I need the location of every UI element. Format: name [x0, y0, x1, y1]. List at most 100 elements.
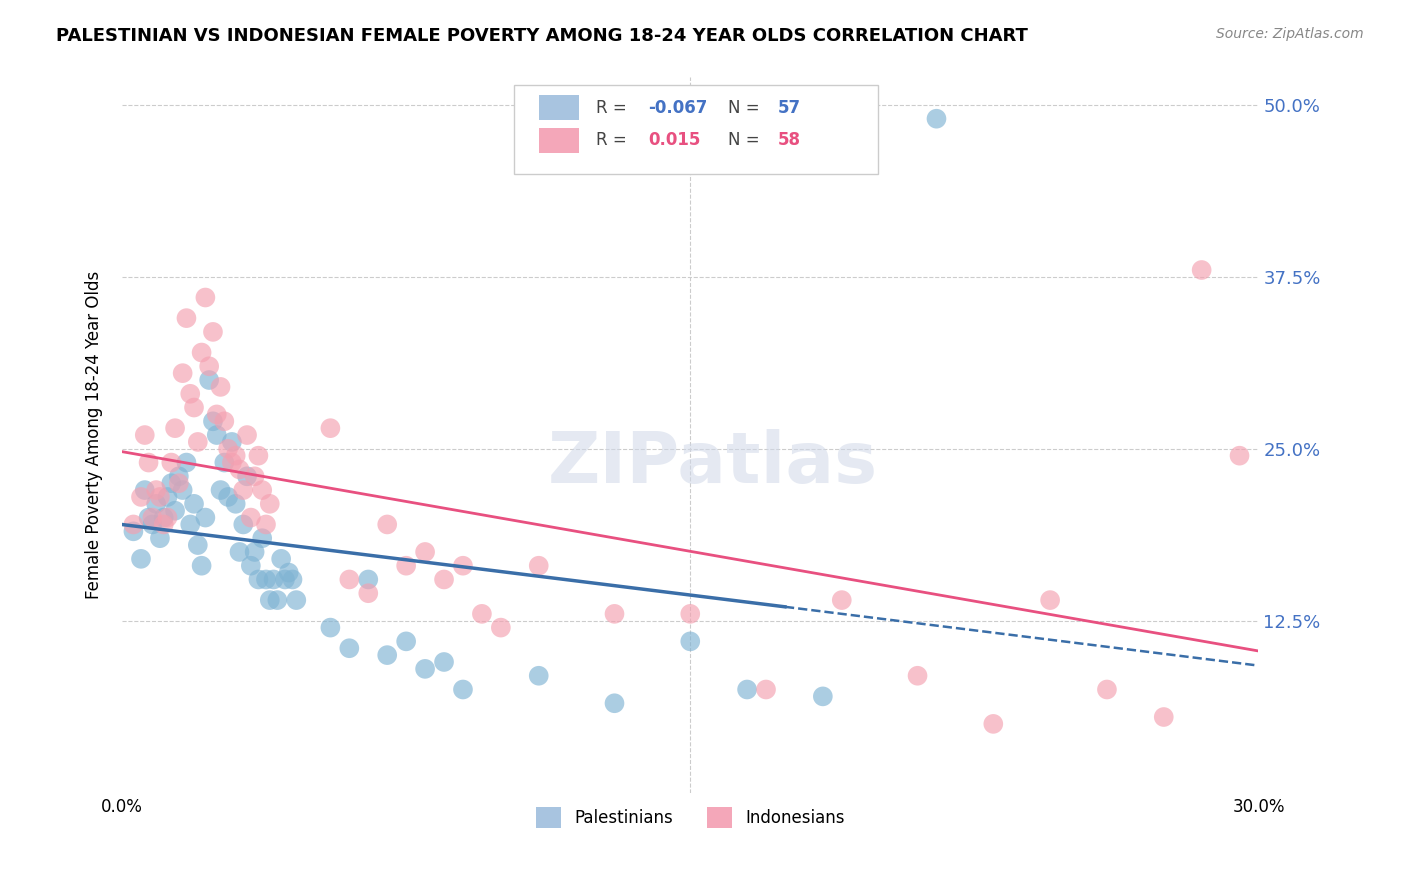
Text: N =: N = [728, 131, 765, 149]
Point [129, 551, 152, 566]
Point [232, 517, 254, 532]
Point [243, 469, 266, 483]
Point [489, 621, 512, 635]
Point [603, 607, 626, 621]
Point [907, 669, 929, 683]
Point [395, 558, 418, 573]
Point [122, 524, 145, 539]
Point [1153, 710, 1175, 724]
Point [138, 510, 160, 524]
Point [337, 641, 360, 656]
Point [217, 490, 239, 504]
Text: PALESTINIAN VS INDONESIAN FEMALE POVERTY AMONG 18-24 YEAR OLDS CORRELATION CHART: PALESTINIAN VS INDONESIAN FEMALE POVERTY… [56, 27, 1028, 45]
Point [239, 510, 262, 524]
Text: R =: R = [596, 131, 631, 149]
Point [214, 414, 236, 428]
Point [319, 421, 342, 435]
Point [221, 456, 243, 470]
Point [122, 517, 145, 532]
Point [250, 483, 273, 497]
Point [755, 682, 778, 697]
Point [413, 662, 436, 676]
FancyBboxPatch shape [515, 85, 877, 174]
Point [145, 497, 167, 511]
Point [225, 449, 247, 463]
Point [831, 593, 853, 607]
Point [217, 442, 239, 456]
Point [357, 573, 380, 587]
Point [236, 428, 259, 442]
Point [471, 607, 494, 621]
Point [247, 449, 270, 463]
Point [167, 469, 190, 483]
Point [165, 504, 187, 518]
Point [179, 386, 201, 401]
Point [205, 408, 228, 422]
Point [134, 428, 156, 442]
Point [145, 483, 167, 497]
Point [209, 380, 232, 394]
Bar [538, 128, 579, 153]
Point [129, 490, 152, 504]
Point [259, 497, 281, 511]
Point [156, 510, 179, 524]
Point [194, 510, 217, 524]
Point [152, 517, 174, 532]
Point [236, 469, 259, 483]
Point [375, 517, 398, 532]
Point [205, 428, 228, 442]
Point [679, 634, 702, 648]
Legend: Palestinians, Indonesians: Palestinians, Indonesians [530, 801, 851, 834]
Text: -0.067: -0.067 [648, 99, 707, 117]
Point [214, 456, 236, 470]
Text: 58: 58 [778, 131, 801, 149]
Point [263, 573, 285, 587]
Text: Source: ZipAtlas.com: Source: ZipAtlas.com [1216, 27, 1364, 41]
Point [1039, 593, 1062, 607]
Point [259, 593, 281, 607]
Point [527, 669, 550, 683]
Point [433, 655, 456, 669]
Point [925, 112, 948, 126]
Point [183, 401, 205, 415]
Point [679, 607, 702, 621]
Point [179, 517, 201, 532]
Point [149, 531, 172, 545]
Point [413, 545, 436, 559]
Point [187, 538, 209, 552]
Point [138, 456, 160, 470]
Point [198, 359, 221, 374]
Point [527, 558, 550, 573]
Point [232, 483, 254, 497]
Point [149, 490, 172, 504]
Point [228, 462, 250, 476]
Text: R =: R = [596, 99, 631, 117]
Point [337, 573, 360, 587]
Y-axis label: Female Poverty Among 18-24 Year Olds: Female Poverty Among 18-24 Year Olds [86, 271, 103, 599]
Point [160, 456, 183, 470]
Point [209, 483, 232, 497]
Point [167, 476, 190, 491]
Point [281, 573, 304, 587]
Point [165, 421, 187, 435]
Point [266, 593, 288, 607]
Point [156, 490, 179, 504]
Point [274, 573, 297, 587]
Point [152, 510, 174, 524]
Point [433, 573, 456, 587]
Point [176, 311, 198, 326]
Point [735, 682, 758, 697]
Point [134, 483, 156, 497]
Point [395, 634, 418, 648]
Point [1229, 449, 1251, 463]
Point [141, 517, 163, 532]
Point [198, 373, 221, 387]
Point [250, 531, 273, 545]
Point [141, 510, 163, 524]
Text: N =: N = [728, 99, 765, 117]
Point [375, 648, 398, 662]
Point [239, 558, 262, 573]
Point [221, 434, 243, 449]
Point [247, 573, 270, 587]
Point [603, 696, 626, 710]
